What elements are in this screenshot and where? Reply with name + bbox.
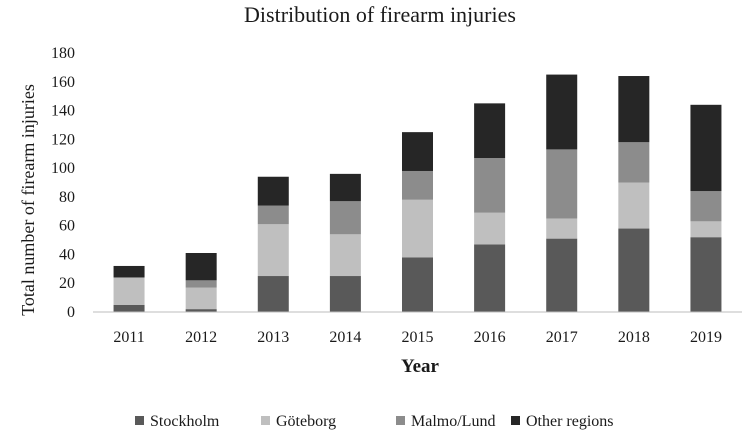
y-tick-label: 20 <box>59 275 75 292</box>
bar-segment-stockholm-2015 <box>402 257 433 312</box>
bars-group <box>113 74 722 312</box>
x-tick-label: 2012 <box>185 329 217 346</box>
bar-segment-stockholm-2019 <box>690 237 722 312</box>
bar-segment-other-regions-2016 <box>474 103 506 159</box>
bar-segment-malmo-lund-2018 <box>618 142 650 183</box>
legend-swatch <box>135 416 144 425</box>
x-tick-label: 2017 <box>546 329 578 346</box>
y-tick-label: 80 <box>59 189 75 206</box>
bar-segment-g-teborg-2013 <box>257 224 289 277</box>
x-tick-label: 2014 <box>329 329 361 346</box>
x-tick-label: 2013 <box>257 329 289 346</box>
bar-segment-g-teborg-2016 <box>474 212 506 245</box>
legend-swatch <box>261 416 270 425</box>
bar-segment-other-regions-2011 <box>113 265 145 278</box>
bar-segment-other-regions-2017 <box>546 74 578 150</box>
bar-segment-g-teborg-2011 <box>113 277 145 305</box>
y-tick-label: 120 <box>51 131 75 148</box>
legend-label: Stockholm <box>150 413 220 430</box>
y-tick-label: 100 <box>51 160 75 177</box>
bar-segment-malmo-lund-2016 <box>474 158 506 213</box>
y-tick-label: 40 <box>59 246 75 263</box>
legend: Stockholm Göteborg Malmo/Lund Other regions <box>135 413 614 430</box>
x-tick-label: 2011 <box>113 329 144 346</box>
bar-segment-other-regions-2019 <box>690 104 722 192</box>
bar-segment-stockholm-2012 <box>185 309 217 312</box>
bar-segment-malmo-lund-2017 <box>546 149 578 219</box>
bar-segment-stockholm-2018 <box>618 228 650 312</box>
bar-segment-other-regions-2015 <box>402 132 433 171</box>
bar-segment-malmo-lund-2013 <box>257 205 289 225</box>
bar-segment-malmo-lund-2019 <box>690 191 722 222</box>
bar-segment-g-teborg-2012 <box>185 287 217 310</box>
bar-segment-malmo-lund-2015 <box>402 170 433 200</box>
x-tick-label: 2018 <box>618 329 650 346</box>
x-axis-label: Year <box>401 356 440 377</box>
y-tick-label: 0 <box>67 304 75 321</box>
y-tick-label: 60 <box>59 218 75 235</box>
bar-segment-g-teborg-2015 <box>402 199 433 258</box>
bar-segment-stockholm-2013 <box>257 276 289 312</box>
y-tick-label: 160 <box>51 74 75 91</box>
bar-segment-stockholm-2011 <box>113 304 145 312</box>
y-tick-label: 140 <box>51 103 75 120</box>
bar-segment-other-regions-2018 <box>618 76 650 143</box>
bar-segment-malmo-lund-2014 <box>329 201 361 235</box>
bar-segment-g-teborg-2014 <box>329 234 361 277</box>
bar-segment-stockholm-2017 <box>546 238 578 312</box>
legend-label: Göteborg <box>276 413 336 430</box>
bar-segment-stockholm-2014 <box>329 276 361 312</box>
y-axis-ticks: 0 20 40 60 80 100 120 140 160 180 <box>51 45 75 321</box>
x-tick-label: 2016 <box>474 329 506 346</box>
x-tick-label: 2015 <box>402 329 434 346</box>
x-tick-label: 2019 <box>690 329 722 346</box>
y-tick-label: 180 <box>51 45 75 62</box>
legend-label: Other regions <box>526 413 614 430</box>
bar-segment-g-teborg-2019 <box>690 221 722 238</box>
bar-segment-other-regions-2012 <box>185 253 217 281</box>
legend-label: Malmo/Lund <box>411 413 495 430</box>
chart-title: Distribution of firearm injuries <box>244 2 516 27</box>
bar-segment-malmo-lund-2012 <box>185 280 217 288</box>
y-axis-label: Total number of firearm injuries <box>18 84 38 316</box>
x-axis-ticks: 2011 2012 2013 2014 2015 2016 2017 2018 2019 <box>113 329 722 346</box>
bar-segment-other-regions-2014 <box>329 173 361 202</box>
bar-segment-other-regions-2013 <box>257 176 289 206</box>
legend-swatch <box>396 416 405 425</box>
bar-segment-g-teborg-2018 <box>618 182 650 229</box>
bar-segment-g-teborg-2017 <box>546 218 578 239</box>
bar-segment-stockholm-2016 <box>474 244 506 312</box>
legend-swatch <box>511 416 520 425</box>
